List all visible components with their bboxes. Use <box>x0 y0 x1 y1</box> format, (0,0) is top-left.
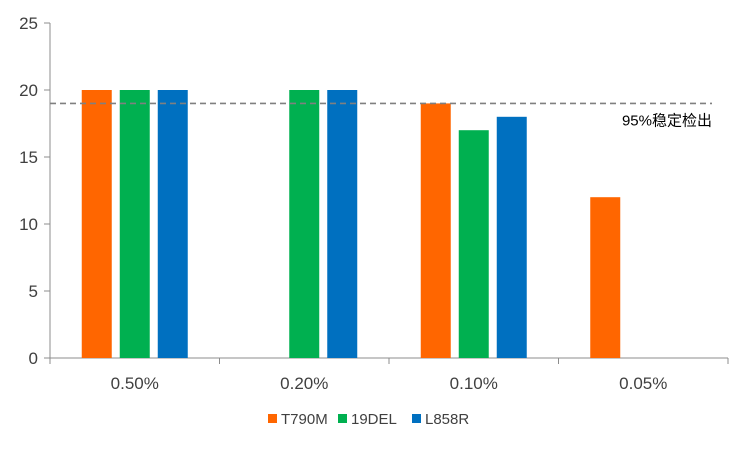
x-tick-label: 0.50% <box>111 374 159 393</box>
legend-label-t790m: T790M <box>281 411 328 428</box>
x-tick-label: 0.20% <box>280 374 328 393</box>
legend-swatch-t790m <box>268 414 277 423</box>
y-tick-label: 10 <box>19 215 38 234</box>
bar-l858r <box>327 90 358 358</box>
legend-swatch-19del <box>338 414 347 423</box>
y-tick-label: 0 <box>29 349 38 368</box>
y-tick-label: 5 <box>29 282 38 301</box>
legend: T790M 19DEL L858R <box>268 411 469 428</box>
reference-line-group: 95%稳定检出 <box>50 102 712 129</box>
x-tick-label: 0.05% <box>619 374 667 393</box>
bar-19del <box>119 90 150 358</box>
x-axis: 0.50% 0.20% 0.10% 0.05% <box>49 357 729 393</box>
y-tick-label: 15 <box>19 148 38 167</box>
bar-t790m <box>81 90 112 358</box>
legend-swatch-l858r <box>412 414 421 423</box>
bar-19del <box>458 130 489 358</box>
bar-t790m <box>590 197 621 358</box>
y-tick-label: 20 <box>19 81 38 100</box>
legend-label-l858r: L858R <box>425 411 469 428</box>
bar-t790m <box>420 103 451 359</box>
y-axis: 0 5 10 15 20 25 <box>19 14 51 368</box>
bar-l858r <box>496 116 527 358</box>
y-tick-label: 25 <box>19 14 38 33</box>
x-tick-label: 0.10% <box>450 374 498 393</box>
bars <box>81 90 621 359</box>
bar-l858r <box>157 90 188 358</box>
bar-19del <box>289 90 320 358</box>
legend-label-19del: 19DEL <box>351 411 397 428</box>
reference-line-label: 95%稳定检出 <box>622 112 712 129</box>
